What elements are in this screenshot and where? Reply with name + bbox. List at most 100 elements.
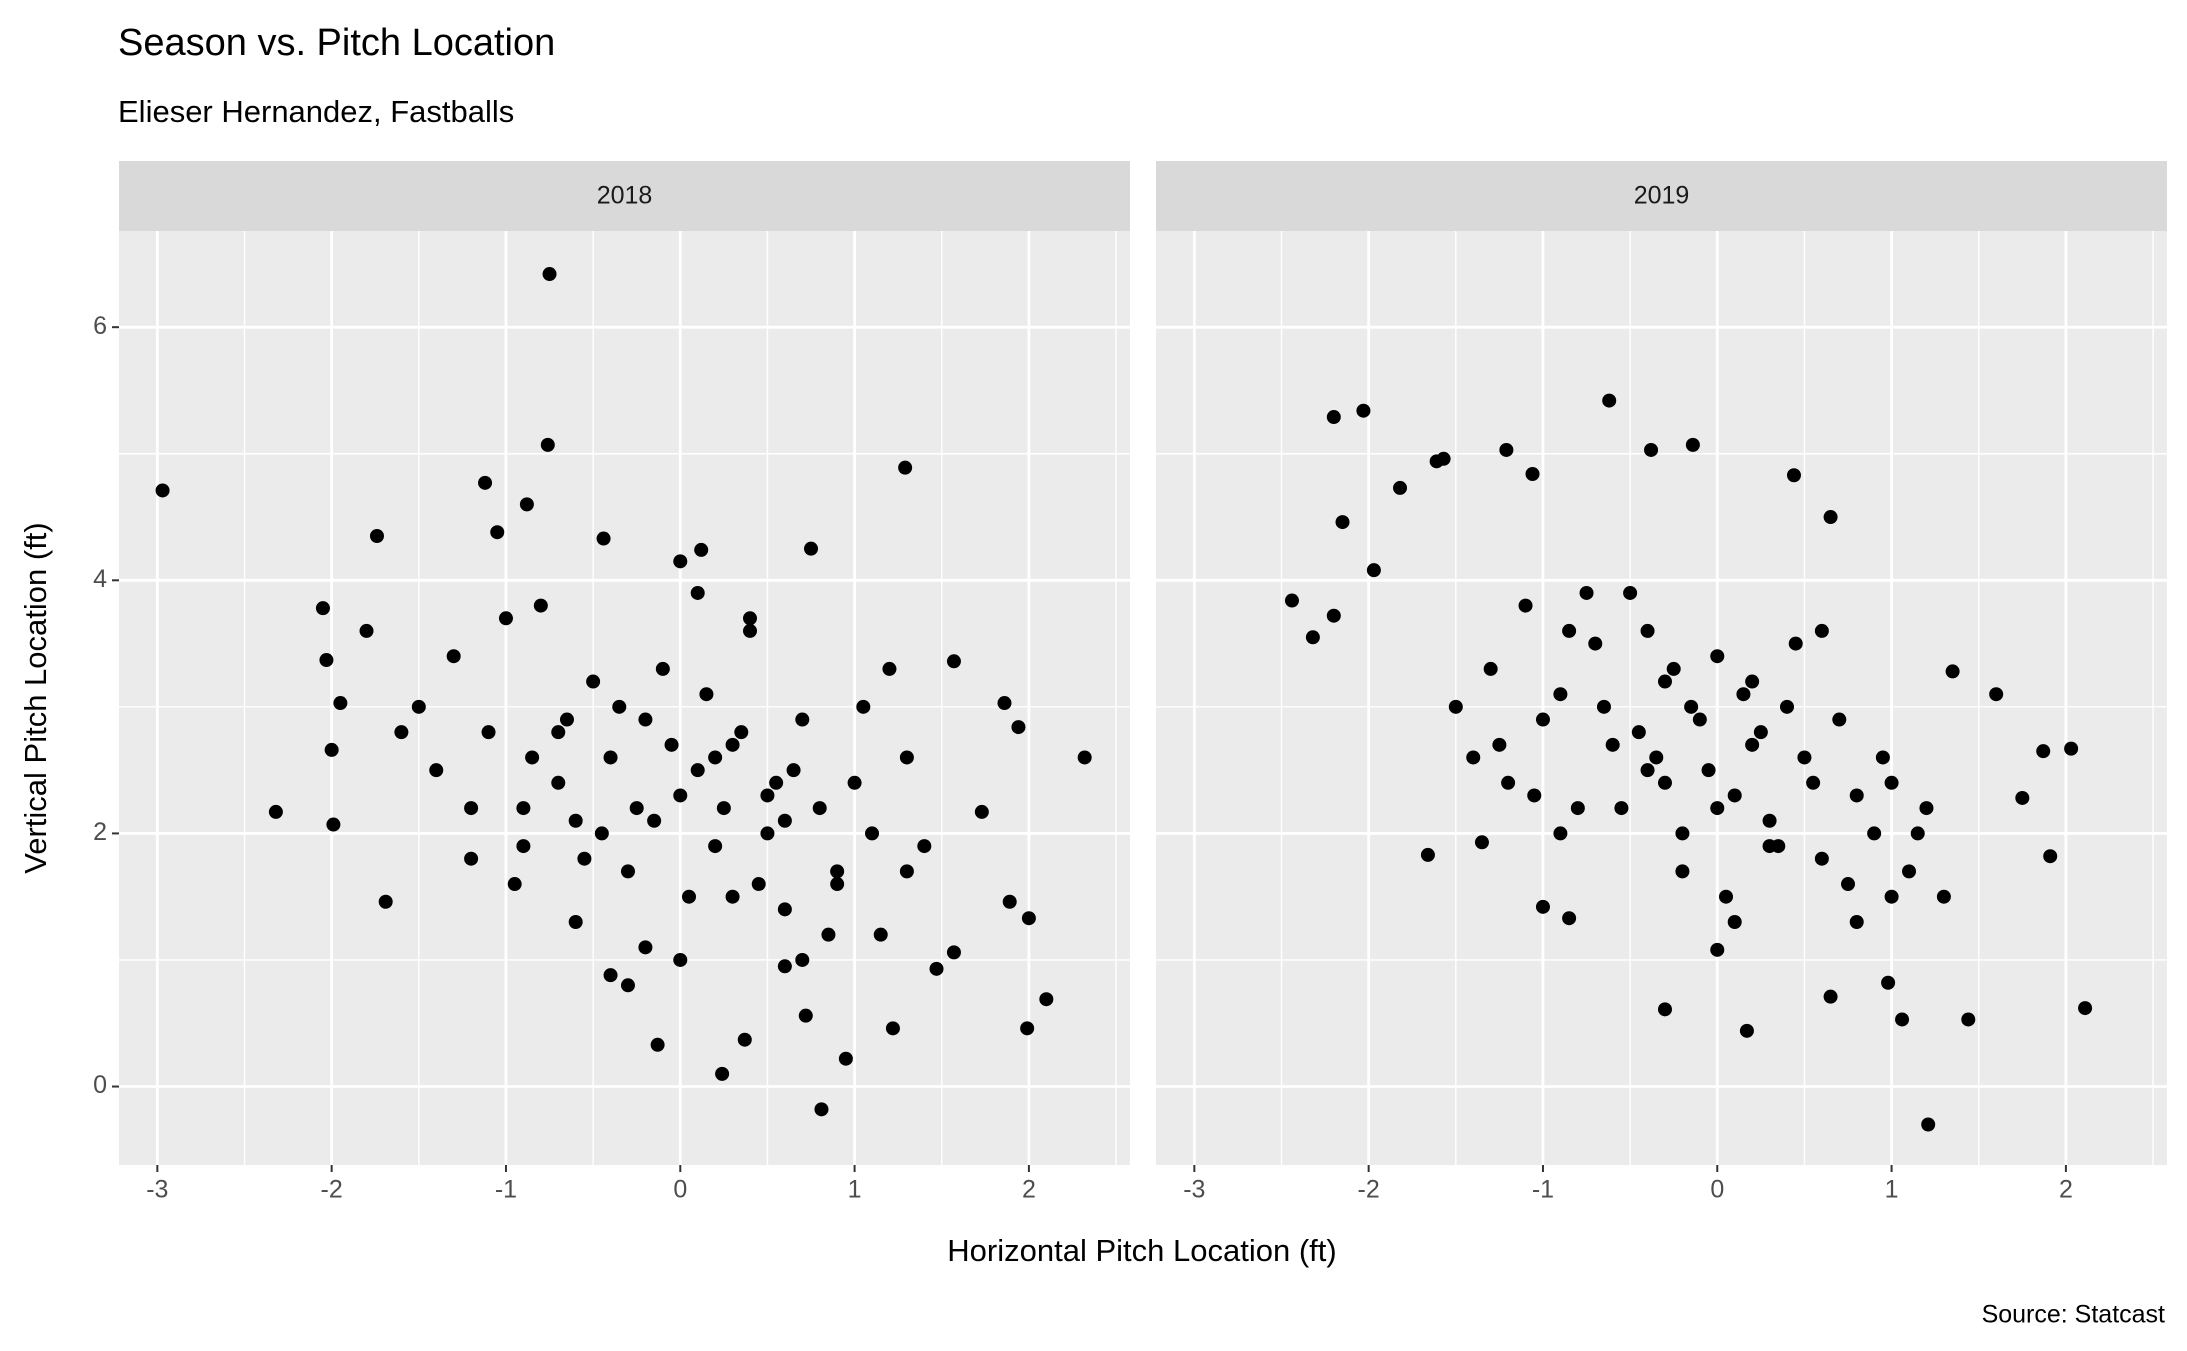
data-point bbox=[1884, 889, 1899, 904]
data-point bbox=[603, 968, 618, 983]
data-point bbox=[830, 864, 845, 879]
data-point bbox=[315, 601, 330, 616]
data-point bbox=[577, 851, 592, 866]
chart-subtitle: Elieser Hernandez, Fastballs bbox=[118, 94, 514, 129]
x-tick-label: -3 bbox=[146, 1176, 168, 1204]
data-point bbox=[378, 894, 393, 909]
data-point bbox=[1867, 826, 1882, 841]
caption: Source: Statcast bbox=[1982, 1301, 2165, 1329]
data-point bbox=[1657, 1002, 1672, 1017]
data-point bbox=[1588, 636, 1603, 651]
data-point bbox=[814, 1102, 829, 1117]
data-point bbox=[795, 952, 810, 967]
data-point bbox=[1631, 725, 1646, 740]
data-point bbox=[1644, 442, 1659, 457]
data-point bbox=[1640, 763, 1655, 778]
data-point bbox=[2015, 790, 2030, 805]
data-point bbox=[743, 623, 758, 638]
data-point bbox=[1718, 889, 1733, 904]
data-point bbox=[1527, 788, 1542, 803]
data-point bbox=[795, 712, 810, 727]
data-point bbox=[1727, 788, 1742, 803]
data-point bbox=[734, 725, 749, 740]
data-point bbox=[1884, 775, 1899, 790]
data-point bbox=[369, 529, 384, 544]
data-point bbox=[394, 725, 409, 740]
x-tick-label: -1 bbox=[1532, 1176, 1554, 1204]
y-axis-label: Vertical Pitch Location (ft) bbox=[18, 522, 53, 874]
data-point bbox=[708, 839, 723, 854]
data-point bbox=[629, 801, 644, 816]
data-point bbox=[533, 598, 548, 613]
data-point bbox=[542, 267, 557, 282]
data-point bbox=[725, 889, 740, 904]
data-point bbox=[1020, 1021, 1035, 1036]
data-point bbox=[478, 475, 493, 490]
data-point bbox=[737, 1032, 752, 1047]
data-point bbox=[1535, 712, 1550, 727]
data-point bbox=[1814, 623, 1829, 638]
data-point bbox=[1814, 851, 1829, 866]
data-point bbox=[498, 611, 513, 626]
y-tick-label: 2 bbox=[93, 818, 107, 846]
data-point bbox=[1474, 835, 1489, 850]
data-point bbox=[1356, 403, 1371, 418]
data-point bbox=[1499, 442, 1514, 457]
data-point bbox=[551, 725, 566, 740]
x-tick-label: 1 bbox=[848, 1176, 862, 1204]
panel-background bbox=[1156, 231, 2167, 1165]
data-point bbox=[777, 959, 792, 974]
data-point bbox=[899, 864, 914, 879]
data-point bbox=[1945, 664, 1960, 679]
x-axis-label: Horizontal Pitch Location (ft) bbox=[947, 1233, 1336, 1268]
x-tick-label: 2 bbox=[2059, 1176, 2073, 1204]
data-point bbox=[519, 497, 534, 512]
data-point bbox=[1989, 687, 2004, 702]
data-point bbox=[540, 437, 555, 452]
x-tick-label: -1 bbox=[495, 1176, 517, 1204]
data-point bbox=[516, 801, 531, 816]
data-point bbox=[1657, 674, 1672, 689]
data-point bbox=[1305, 630, 1320, 645]
y-tick-label: 0 bbox=[93, 1071, 107, 1099]
data-point bbox=[1823, 510, 1838, 525]
data-point bbox=[1753, 725, 1768, 740]
data-point bbox=[885, 1021, 900, 1036]
data-point bbox=[1786, 468, 1801, 483]
strip-background bbox=[119, 161, 1130, 231]
data-point bbox=[708, 750, 723, 765]
strip-background bbox=[1156, 161, 2167, 231]
data-point bbox=[769, 775, 784, 790]
data-point bbox=[1011, 720, 1026, 735]
data-point bbox=[1466, 750, 1481, 765]
data-point bbox=[1570, 801, 1585, 816]
data-point bbox=[1366, 563, 1381, 578]
data-point bbox=[1649, 750, 1664, 765]
data-point bbox=[694, 542, 709, 557]
data-point bbox=[1448, 699, 1463, 714]
data-point bbox=[1780, 699, 1795, 714]
data-point bbox=[1684, 699, 1699, 714]
data-point bbox=[1797, 750, 1812, 765]
data-point bbox=[1745, 737, 1760, 752]
data-point bbox=[516, 839, 531, 854]
data-point bbox=[2036, 744, 2051, 759]
data-point bbox=[411, 699, 426, 714]
data-point bbox=[1436, 451, 1451, 466]
data-point bbox=[946, 654, 961, 669]
x-tick-label: -2 bbox=[321, 1176, 343, 1204]
data-point bbox=[898, 460, 913, 475]
data-point bbox=[319, 653, 334, 668]
data-point bbox=[1832, 712, 1847, 727]
data-point bbox=[1021, 911, 1036, 926]
data-point bbox=[760, 788, 775, 803]
data-point bbox=[1675, 826, 1690, 841]
data-point bbox=[446, 649, 461, 664]
data-point bbox=[856, 699, 871, 714]
data-point bbox=[1936, 889, 1951, 904]
x-tick-label: -3 bbox=[1183, 1176, 1205, 1204]
data-point bbox=[798, 1008, 813, 1023]
data-point bbox=[786, 763, 801, 778]
data-point bbox=[638, 712, 653, 727]
